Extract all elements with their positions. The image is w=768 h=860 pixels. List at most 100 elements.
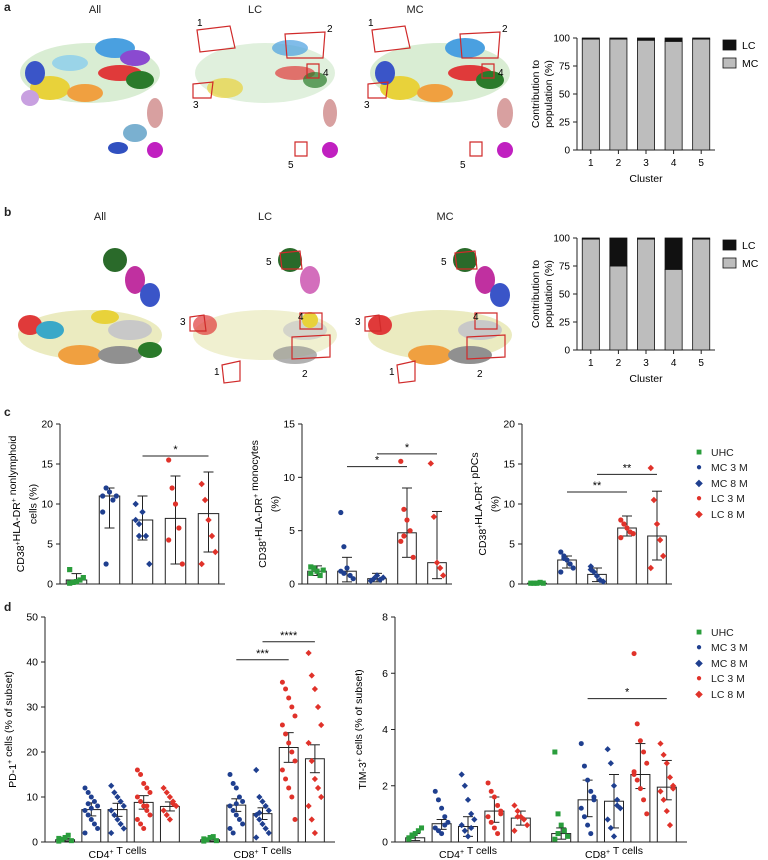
data-point <box>561 828 567 834</box>
y-tick-label: 100 <box>553 34 570 45</box>
significance-label: * <box>375 455 380 467</box>
data-point <box>179 561 185 567</box>
data-point <box>103 561 109 567</box>
data-point <box>666 822 674 829</box>
data-point <box>166 793 173 801</box>
legend-swatch-lc <box>722 239 737 251</box>
stacked-bar-chart-a: 0 25 50 75 100 1 2 3 4 5 Cluster Contribution to pop… <box>530 34 759 186</box>
data-point <box>407 528 413 534</box>
data-point <box>163 789 170 796</box>
data-point <box>108 807 115 814</box>
data-point <box>412 831 418 837</box>
data-point <box>585 822 591 828</box>
data-point <box>283 731 289 737</box>
data-point <box>338 509 344 516</box>
x-tick-label: 2 <box>616 358 622 369</box>
data-point <box>488 788 494 794</box>
data-point <box>176 525 182 531</box>
data-point <box>430 513 438 520</box>
significance-label: * <box>625 687 630 699</box>
data-point <box>488 819 494 825</box>
y-tick-label: 0 <box>564 346 570 357</box>
data-point <box>461 782 468 789</box>
data-point <box>663 807 670 815</box>
data-point <box>117 820 124 828</box>
y-tick-label: 100 <box>553 234 570 245</box>
legend-item: ■ UHC <box>693 445 748 461</box>
umap-a-title-lc: LC <box>247 4 263 16</box>
data-point <box>279 767 285 773</box>
data-point <box>618 535 624 541</box>
data-point <box>134 794 140 800</box>
umap-cell-cloud <box>193 248 337 364</box>
data-point <box>311 565 317 571</box>
umap-b-mc: 5 3 4 2 1 <box>355 248 512 384</box>
y-axis-label-group: CD38+HLA-DR+ monocytes(%) <box>250 440 281 568</box>
data-point <box>558 569 564 575</box>
legend-label-mc: MC <box>742 58 759 70</box>
cluster-outline-4 <box>481 63 495 79</box>
bar-segment-mc <box>637 39 655 151</box>
cluster-outline-2 <box>284 31 326 59</box>
data-point <box>208 532 216 540</box>
data-point <box>350 576 356 582</box>
data-point <box>630 531 636 537</box>
data-point <box>631 772 637 777</box>
data-point <box>227 826 233 831</box>
y-tick-label: 6 <box>382 668 388 680</box>
bar-segment-lc <box>664 37 683 42</box>
y-tick-label: 5 <box>289 525 295 537</box>
data-point <box>558 549 564 555</box>
data-point <box>100 509 106 515</box>
legend-label-mc: MC <box>742 258 759 270</box>
data-point <box>114 793 121 801</box>
panel-letter-a: a <box>4 0 11 14</box>
data-point <box>292 758 298 764</box>
data-point <box>77 577 83 583</box>
data-point <box>435 797 441 803</box>
data-point <box>113 493 119 499</box>
data-point <box>588 788 594 794</box>
y-tick-label: 5 <box>509 539 515 551</box>
data-point <box>565 833 571 839</box>
legend-item: ◆ MC 8 M <box>693 656 748 672</box>
bar-segment-mc <box>692 238 711 351</box>
x-tick-label: 1 <box>588 158 594 169</box>
data-point <box>233 785 239 791</box>
data-point <box>236 794 242 800</box>
cluster-outline-3 <box>192 81 214 99</box>
data-point <box>70 579 76 585</box>
data-point <box>540 580 546 586</box>
legend-label: LC 3 M <box>711 673 745 686</box>
data-point <box>570 565 576 571</box>
data-point <box>419 825 425 831</box>
data-point <box>230 781 236 786</box>
lc-cluster-outlines <box>192 25 326 157</box>
y-tick-label: 10 <box>283 472 295 484</box>
data-point <box>230 830 236 836</box>
umap-cell-cloud <box>20 38 163 158</box>
y-tick-label: 50 <box>559 290 571 301</box>
y-tick-label: 40 <box>26 657 38 669</box>
data-point <box>458 822 465 829</box>
data-point <box>590 568 598 576</box>
data-point <box>62 835 68 840</box>
data-point <box>531 580 537 586</box>
y-tick-label: 0 <box>32 837 38 849</box>
data-point <box>614 802 621 809</box>
data-point <box>292 817 298 822</box>
y-tick-label: 10 <box>41 499 53 511</box>
data-point <box>201 496 209 504</box>
data-point <box>433 559 441 566</box>
y-tick-label: 20 <box>26 747 38 759</box>
data-point <box>663 760 670 767</box>
cluster-label-5: 5 <box>460 160 466 171</box>
data-point <box>644 760 650 766</box>
umap-b-all <box>18 248 162 365</box>
data-point <box>398 458 404 464</box>
data-point <box>141 781 147 786</box>
y-tick-label: 4 <box>382 724 388 736</box>
data-point <box>100 493 106 499</box>
data-point <box>56 838 62 844</box>
